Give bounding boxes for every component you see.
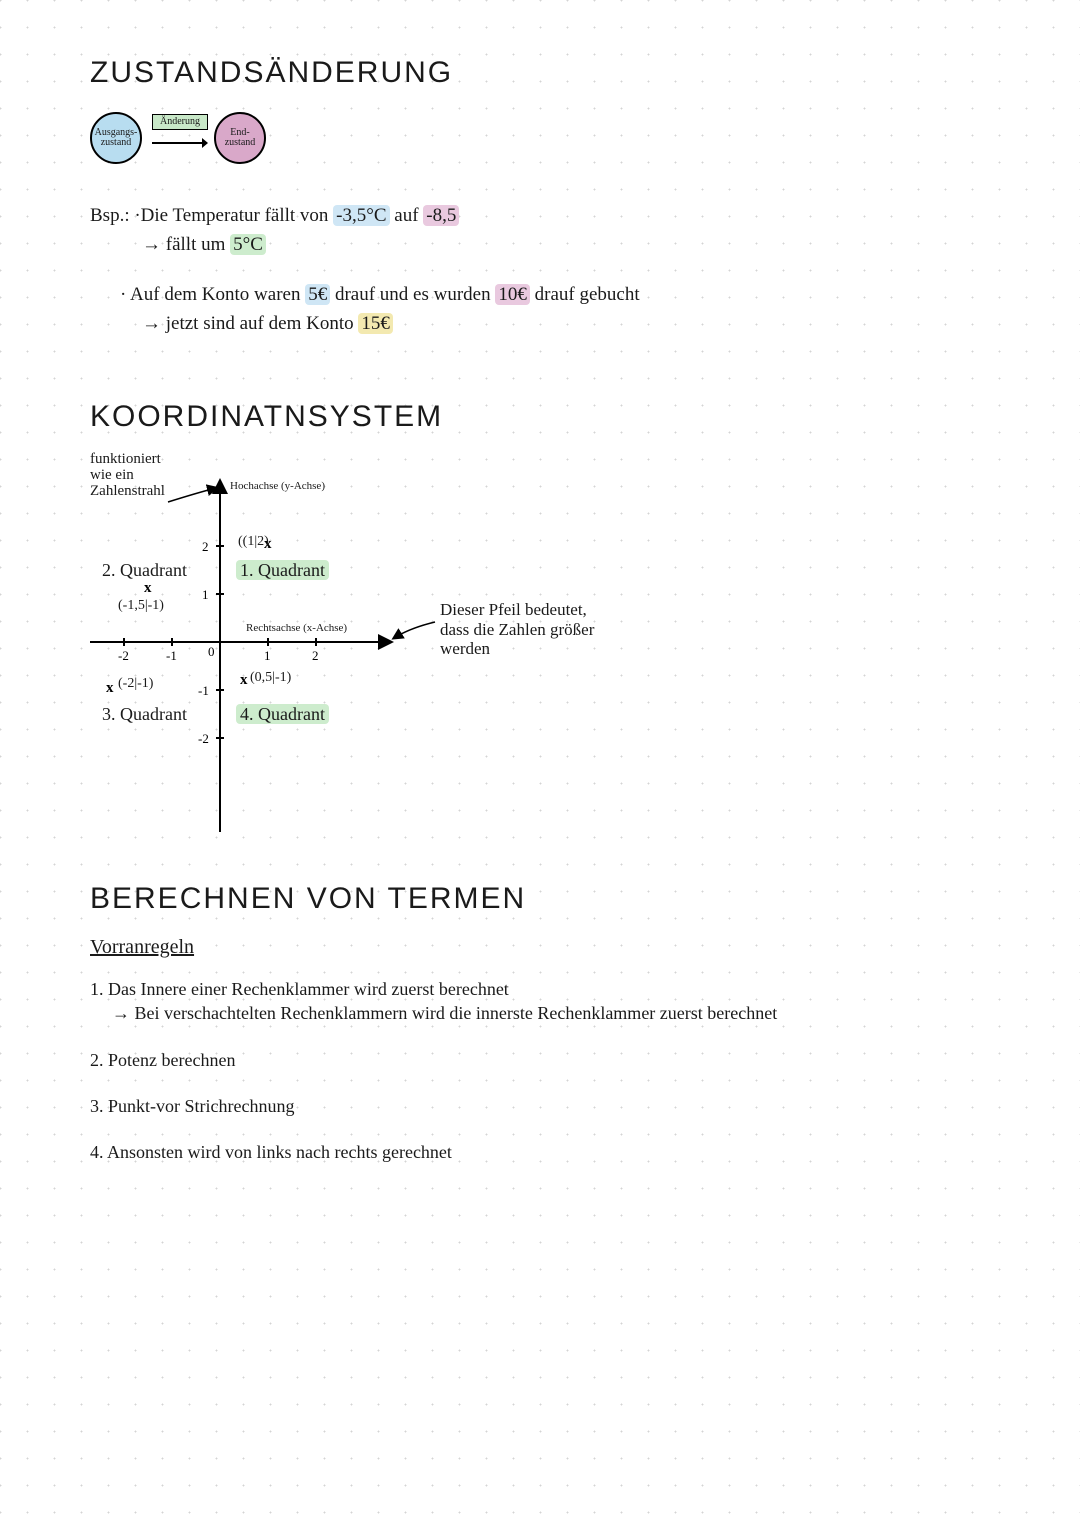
- change-label-box: Änderung: [152, 114, 208, 130]
- point-1-label: ((1|2): [238, 534, 269, 550]
- ex1-value2: -8,5: [423, 205, 459, 226]
- ex1-result: 5°C: [230, 234, 266, 255]
- svg-text:x: x: [144, 580, 152, 596]
- point-4-label: (0,5|-1): [250, 670, 291, 686]
- end-state-label: End- zustand: [225, 128, 256, 149]
- ex1-text: ·Die Temperatur fällt von: [134, 205, 333, 226]
- examples-block: Bsp.: ·Die Temperatur fällt von -3,5°C a…: [90, 202, 1010, 338]
- ex2-mid: drauf und es wurden: [330, 284, 495, 305]
- ex2-value2: 10€: [495, 284, 530, 305]
- start-state-circle: Ausgangs- zustand: [90, 112, 142, 164]
- coordinate-system-diagram: funktioniert wie ein Zahlenstrahl -2 -1: [90, 452, 690, 852]
- ex1-line2: → fällt um: [142, 234, 230, 255]
- state-change-diagram: Ausgangs- zustand Änderung End- zustand: [90, 108, 1010, 178]
- ex2-value1: 5€: [305, 284, 330, 305]
- arrow-explanation: Dieser Pfeil bedeutet, dass die Zahlen g…: [440, 600, 594, 659]
- point-2-label: (-1,5|-1): [118, 598, 164, 614]
- end-state-circle: End- zustand: [214, 112, 266, 164]
- rule-1-sub: → Bei verschachtelten Rechenklammern wir…: [90, 1001, 1010, 1025]
- ex2-result: 15€: [358, 313, 393, 334]
- rules-list: 1. Das Innere einer Rechenklammer wird z…: [90, 977, 1010, 1164]
- svg-text:1: 1: [264, 648, 271, 663]
- heading-zustandsaenderung: ZUSTANDSÄNDERUNG: [90, 56, 1010, 90]
- rule-2: 2. Potenz berechnen: [90, 1048, 1010, 1072]
- ex1-value1: -3,5°C: [333, 205, 389, 226]
- ex2-pre: · Auf dem Konto waren: [120, 284, 305, 305]
- svg-text:x: x: [106, 680, 114, 696]
- svg-text:0: 0: [208, 644, 215, 659]
- svg-text:-2: -2: [118, 648, 129, 663]
- svg-text:-1: -1: [198, 683, 209, 698]
- point-3-label: (-2|-1): [118, 676, 153, 692]
- svg-text:2: 2: [312, 648, 319, 663]
- heading-koordinatensystem: KOORDINATNSYSTEM: [90, 400, 1010, 434]
- ex2-line2: → jetzt sind auf dem Konto: [142, 313, 358, 334]
- svg-text:-2: -2: [198, 731, 209, 746]
- heading-berechnen-von-termen: BERECHNEN VON TERMEN: [90, 882, 1010, 916]
- rule-4: 4. Ansonsten wird von links nach rechts …: [90, 1140, 1010, 1164]
- y-axis-label: Hochachse (y-Achse): [230, 480, 325, 492]
- quadrant-2-label: 2. Quadrant: [102, 560, 187, 581]
- arrow-icon: [152, 136, 208, 150]
- svg-text:1: 1: [202, 587, 209, 602]
- quadrant-1-label: 1. Quadrant: [236, 560, 329, 581]
- quadrant-3-label: 3. Quadrant: [102, 704, 187, 725]
- example-prefix: Bsp.:: [90, 205, 130, 226]
- svg-text:-1: -1: [166, 648, 177, 663]
- svg-text:2: 2: [202, 539, 209, 554]
- start-state-label: Ausgangs- zustand: [95, 128, 138, 149]
- svg-text:x: x: [240, 672, 248, 688]
- rule-1: 1. Das Innere einer Rechenklammer wird z…: [90, 977, 1010, 1026]
- axes-svg: -2 -1 0 1 2 2 1 -1 -2 x x x x: [90, 452, 690, 852]
- ex1-mid: auf: [390, 205, 424, 226]
- subheading-vorrangregeln: Vorranregeln: [90, 936, 1010, 959]
- quadrant-4-label: 4. Quadrant: [236, 704, 329, 725]
- x-axis-label: Rechtsachse (x-Achse): [246, 622, 347, 634]
- ex2-post: drauf gebucht: [530, 284, 640, 305]
- rule-3: 3. Punkt-vor Strichrechnung: [90, 1094, 1010, 1118]
